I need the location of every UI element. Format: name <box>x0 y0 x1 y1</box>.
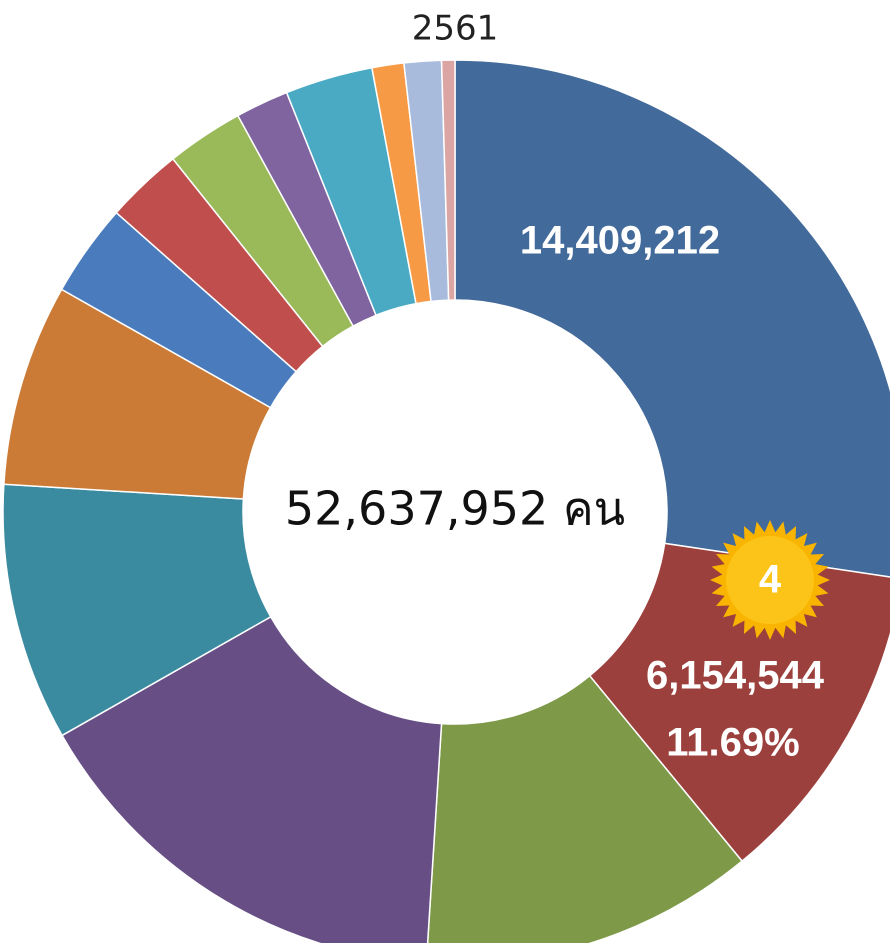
badge-label: 4 <box>759 558 782 602</box>
chart-title: 2561 <box>412 9 499 49</box>
slice <box>588 542 890 863</box>
value-label: 14,409,212 <box>520 219 720 263</box>
slice <box>454 59 890 578</box>
center-label: 52,637,952 คน <box>285 482 625 536</box>
slice <box>440 59 456 301</box>
slice <box>61 615 443 943</box>
badge-disc <box>726 536 814 624</box>
value-label: 6,154,544 <box>646 654 825 698</box>
percent-label: 11.69% <box>666 721 799 765</box>
slice <box>426 674 744 943</box>
